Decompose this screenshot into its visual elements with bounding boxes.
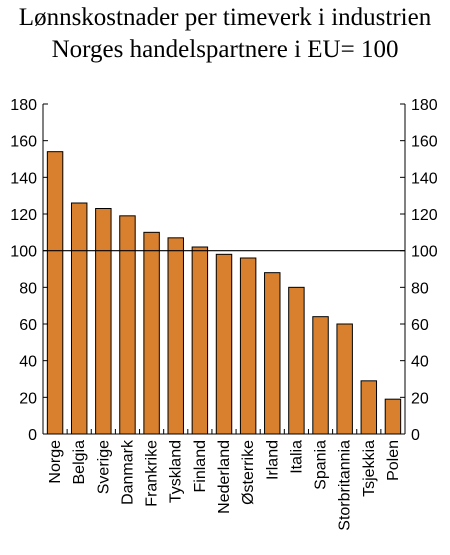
category-label: Spania xyxy=(313,440,330,490)
category-label: Polen xyxy=(385,440,402,481)
bar-italia xyxy=(288,286,305,435)
y-tick-label-right: 60 xyxy=(411,317,429,334)
category-label: Danmark xyxy=(119,439,136,505)
y-tick-label-left: 60 xyxy=(19,317,37,334)
y-tick-label-left: 100 xyxy=(10,244,37,261)
y-tick-label-right: 40 xyxy=(411,354,429,371)
y-tick-label-right: 20 xyxy=(411,390,429,407)
category-label: Italia xyxy=(288,440,305,474)
y-tick-label-right: 140 xyxy=(411,170,438,187)
category-label: Storbritannia xyxy=(337,440,354,531)
bar-finland xyxy=(191,246,209,435)
category-label: Østerrike xyxy=(240,440,257,505)
y-tick-label-right: 100 xyxy=(411,244,438,261)
chart-subtitle: Norges handelspartnere i EU= 100 xyxy=(51,36,399,63)
category-label: Sverige xyxy=(95,440,112,494)
y-tick-label-right: 80 xyxy=(411,280,429,297)
y-tick-label-left: 40 xyxy=(19,354,37,371)
category-label: Finland xyxy=(192,440,209,492)
bar-irland xyxy=(264,272,281,435)
chart-title: Lønnskostnader per timeverk i industrien xyxy=(18,4,432,31)
bar-tsjekkia xyxy=(360,380,378,435)
category-label: Frankrike xyxy=(144,440,161,507)
category-label: Nederland xyxy=(216,440,233,514)
bar-tyskland xyxy=(167,237,184,435)
bar-østerrike xyxy=(239,257,257,435)
bar-frankrike xyxy=(143,231,160,435)
y-tick-label-left: 120 xyxy=(10,207,37,224)
category-label: Tsjekkia xyxy=(361,440,378,497)
bar-danmark xyxy=(119,215,136,435)
bar-norge xyxy=(46,151,64,435)
category-label: Tyskland xyxy=(168,440,185,503)
bar-polen xyxy=(384,398,402,435)
category-label: Belgia xyxy=(71,440,88,485)
y-tick-label-left: 80 xyxy=(19,280,37,297)
y-tick-label-left: 140 xyxy=(10,170,37,187)
y-tick-label-right: 120 xyxy=(411,207,438,224)
bar-belgia xyxy=(70,202,88,435)
bar-nederland xyxy=(215,253,233,435)
y-tick-label-right: 180 xyxy=(411,97,438,114)
y-tick-label-right: 160 xyxy=(411,134,438,151)
y-tick-label-left: 160 xyxy=(10,134,37,151)
bar-sverige xyxy=(95,208,112,435)
bar-spania xyxy=(312,316,329,435)
bar-storbritannia xyxy=(336,323,353,435)
y-tick-label-left: 20 xyxy=(19,390,37,407)
y-tick-label-left: 180 xyxy=(10,97,37,114)
category-label: Irland xyxy=(264,440,281,480)
category-label: Norge xyxy=(47,440,64,484)
y-tick-label-right: 0 xyxy=(411,427,420,444)
y-tick-label-left: 0 xyxy=(28,427,37,444)
